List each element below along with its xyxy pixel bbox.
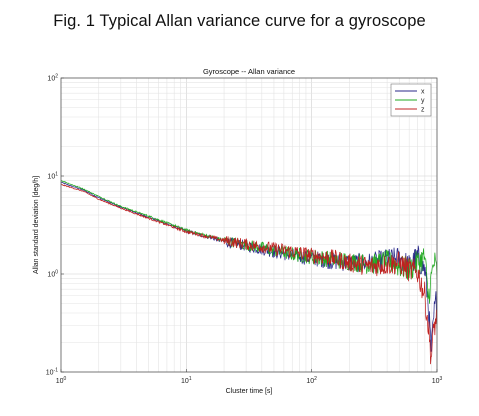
legend-label-x: x — [421, 89, 425, 96]
y-axis-label: Allan standard deviation [deg/h] — [33, 176, 40, 274]
plot-title: Gyroscope -- Allan variance — [203, 67, 295, 76]
y-tick-label: 100 — [47, 270, 58, 279]
x-tick-label: 100 — [56, 376, 67, 385]
series-line-z — [61, 183, 437, 365]
legend-label-z: z — [421, 107, 425, 114]
plot-area — [61, 78, 437, 372]
figure-title: Fig. 1 Typical Allan variance curve for … — [53, 12, 426, 30]
x-tick-label: 101 — [181, 376, 192, 385]
y-tick-label: 10-1 — [46, 368, 58, 377]
x-tick-label: 102 — [306, 376, 317, 385]
x-tick-label: 103 — [432, 376, 443, 385]
legend-label-y: y — [421, 98, 425, 105]
plot-frame — [60, 77, 438, 373]
x-axis-label: Cluster time [s] — [226, 388, 273, 395]
legend: xyz — [390, 83, 432, 117]
grid-lines — [61, 78, 437, 372]
y-tick-label: 101 — [47, 172, 58, 181]
series-layer — [61, 180, 437, 365]
y-tick-label: 102 — [47, 74, 58, 83]
